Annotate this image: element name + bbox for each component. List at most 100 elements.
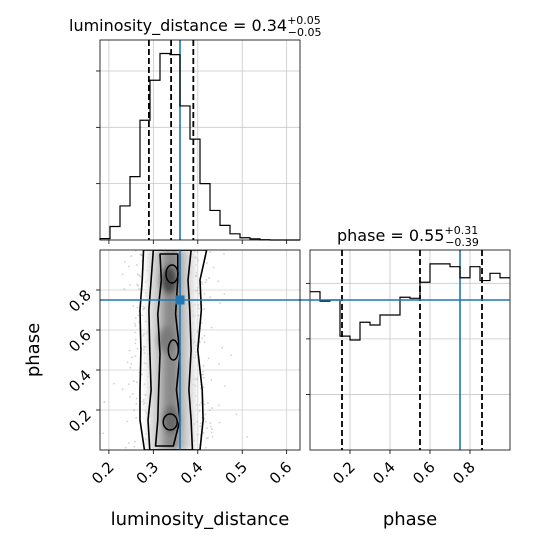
joint-sample-point — [143, 352, 146, 355]
joint-sample-point — [136, 273, 139, 276]
joint-sample-point — [196, 251, 199, 253]
joint-sample-point — [128, 349, 131, 352]
joint-sample-point — [208, 409, 211, 412]
joint-sample-point — [135, 264, 138, 266]
joint-sample-point — [200, 401, 203, 404]
joint-sample-point — [144, 410, 147, 413]
joint-sample-point — [206, 262, 208, 264]
joint-sample-point — [143, 401, 146, 404]
joint-sample-point — [195, 257, 198, 259]
joint-sample-point — [196, 286, 199, 289]
hist2-step — [310, 263, 510, 341]
joint-sample-point — [208, 277, 211, 279]
joint-sample-point — [202, 386, 205, 389]
joint-sample-point — [197, 304, 200, 306]
joint-contour-island — [167, 339, 180, 361]
joint-sample-point — [142, 305, 145, 308]
joint-sample-point — [197, 314, 200, 317]
joint-sample-point — [209, 422, 212, 424]
hist2-grid — [310, 250, 510, 450]
joint-sample-point — [139, 275, 142, 278]
joint-contour-island — [162, 413, 178, 431]
phase-x-tick-label: 0.4 — [369, 458, 399, 488]
joint-sample-point — [133, 409, 136, 411]
joint-y-tick-label: 0.6 — [65, 326, 95, 356]
joint-sample-point — [200, 322, 203, 324]
joint-contour — [139, 250, 208, 450]
hist1-title-sub: −0.05 — [288, 26, 322, 39]
joint-sample-point — [143, 398, 145, 401]
joint-sample-point — [203, 308, 206, 310]
joint-sample-point — [144, 394, 147, 396]
hist2-title: phase = 0.55+0.31 −0.39 — [337, 224, 479, 249]
joint-sample-point — [212, 266, 215, 269]
joint-sample-point — [211, 428, 213, 430]
hist2-frame — [309, 249, 511, 451]
joint-contour-island — [165, 264, 179, 284]
joint-x-tick-label: 0.6 — [266, 458, 296, 488]
hist2-ticks — [306, 282, 310, 395]
joint-sample-point — [134, 331, 136, 334]
hist2-quantile-lines — [341, 250, 483, 450]
joint-sample-point — [134, 342, 137, 345]
joint-density-blob — [159, 266, 178, 294]
joint-sample-point — [143, 306, 146, 309]
joint-sample-point — [102, 432, 105, 435]
joint-sample-point — [201, 337, 204, 340]
joint-frame — [99, 249, 301, 451]
joint-sample-point — [201, 373, 204, 376]
joint-sample-point — [139, 253, 142, 256]
joint-sample-point — [199, 341, 201, 343]
joint-sample-point — [134, 338, 137, 341]
joint-sample-point — [209, 296, 212, 299]
joint-sample-point — [141, 373, 143, 376]
joint-sample-point — [223, 293, 226, 295]
joint-sample-point — [223, 252, 225, 255]
joint-sample-point — [204, 446, 207, 449]
joint-sample-point — [217, 280, 220, 283]
joint-sample-point — [135, 402, 138, 405]
joint-sample-point — [142, 348, 145, 351]
joint-sample-point — [137, 314, 139, 317]
hist2-title-sub: −0.39 — [445, 236, 479, 249]
joint-sample-point — [203, 292, 206, 295]
joint-sample-point — [210, 379, 213, 381]
joint-contours — [139, 250, 208, 450]
joint-sample-point — [126, 420, 128, 423]
joint-sample-point — [140, 254, 143, 257]
joint-sample-point — [246, 436, 249, 438]
hist1-title-sup: +0.05 — [287, 14, 321, 27]
joint-sample-point — [196, 433, 199, 436]
joint-sample-point — [134, 317, 137, 320]
joint-sample-point — [202, 364, 205, 367]
joint-sample-point — [142, 308, 145, 311]
joint-contour — [154, 253, 181, 447]
joint-sample-point — [133, 445, 136, 448]
joint-sample-point — [124, 446, 127, 449]
joint-sample-point — [217, 404, 220, 407]
joint-sample-point — [136, 306, 139, 309]
joint-sample-point — [221, 346, 223, 349]
hist-luminosity-distance-panel: luminosity_distance = 0.34+0.05 −0.05 — [69, 14, 322, 244]
joint-sample-point — [195, 420, 198, 423]
joint-sample-point — [134, 325, 137, 327]
joint-sample-point — [204, 420, 207, 423]
joint-panel: 0.2 0.3 0.4 0.5 0.6 0.20.40.60.8 0.2 0.4 0.6 0.… — [65, 249, 510, 488]
joint-sample-point — [217, 363, 220, 366]
joint-sample-point — [143, 332, 146, 335]
joint-sample-point — [143, 362, 146, 365]
joint-sample-point — [129, 366, 132, 369]
joint-sample-point — [142, 334, 145, 337]
joint-sample-point — [198, 292, 200, 295]
joint-sample-point — [203, 403, 206, 406]
joint-sample-point — [127, 265, 130, 268]
joint-sample-point — [195, 404, 198, 407]
hist1-frame — [99, 39, 301, 241]
joint-sample-point — [138, 274, 141, 277]
joint-sample-point — [144, 346, 146, 348]
joint-sample-point — [136, 347, 139, 350]
joint-sample-point — [136, 283, 139, 286]
hist1-title: luminosity_distance = 0.34+0.05 −0.05 — [69, 14, 322, 39]
joint-sample-point — [133, 440, 136, 443]
